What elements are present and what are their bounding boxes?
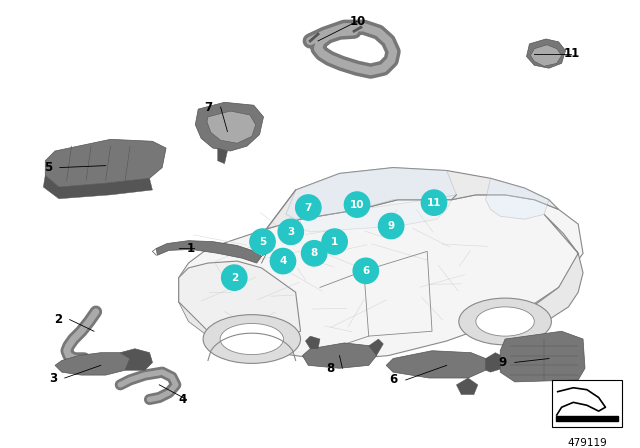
Polygon shape: [531, 45, 562, 66]
Ellipse shape: [220, 323, 284, 355]
Bar: [556, 416, 618, 421]
Polygon shape: [286, 168, 456, 219]
Polygon shape: [218, 148, 227, 164]
Polygon shape: [44, 175, 152, 199]
Polygon shape: [305, 336, 320, 349]
Polygon shape: [301, 200, 452, 232]
Text: 9: 9: [388, 221, 395, 231]
Circle shape: [378, 213, 404, 239]
Ellipse shape: [476, 307, 534, 336]
Text: 1: 1: [186, 242, 195, 255]
Text: 3: 3: [287, 227, 294, 237]
Polygon shape: [207, 111, 256, 143]
Polygon shape: [179, 195, 583, 361]
Text: 5: 5: [259, 237, 266, 246]
Circle shape: [353, 258, 378, 284]
Bar: [552, 380, 622, 426]
Polygon shape: [120, 349, 152, 370]
Text: 8: 8: [326, 362, 335, 375]
Circle shape: [250, 229, 275, 254]
Text: 2: 2: [230, 273, 238, 283]
Text: 6: 6: [390, 374, 398, 387]
Circle shape: [344, 192, 370, 217]
Circle shape: [301, 241, 327, 266]
Circle shape: [322, 229, 348, 254]
Polygon shape: [156, 241, 262, 263]
Ellipse shape: [203, 314, 301, 363]
Circle shape: [296, 195, 321, 220]
Text: 9: 9: [499, 356, 507, 369]
Ellipse shape: [459, 298, 552, 345]
Text: 1: 1: [331, 237, 338, 246]
Text: 4: 4: [179, 393, 187, 406]
Text: 8: 8: [310, 248, 318, 258]
Text: 11: 11: [564, 47, 580, 60]
Polygon shape: [45, 139, 166, 187]
Polygon shape: [486, 353, 505, 372]
Text: 11: 11: [427, 198, 441, 207]
Polygon shape: [486, 214, 583, 341]
Polygon shape: [456, 378, 478, 395]
Polygon shape: [527, 39, 566, 68]
Polygon shape: [486, 178, 549, 219]
Text: 479119: 479119: [567, 439, 607, 448]
Circle shape: [270, 249, 296, 274]
Polygon shape: [55, 353, 130, 375]
Text: 6: 6: [362, 266, 369, 276]
Text: 7: 7: [305, 202, 312, 212]
Text: 4: 4: [279, 256, 287, 266]
Polygon shape: [266, 168, 559, 229]
Text: 7: 7: [205, 101, 213, 114]
Polygon shape: [387, 351, 486, 378]
Text: 10: 10: [349, 15, 365, 28]
Circle shape: [221, 265, 247, 290]
Text: 5: 5: [44, 161, 52, 174]
Polygon shape: [179, 261, 301, 351]
Polygon shape: [303, 343, 376, 368]
Polygon shape: [369, 339, 383, 356]
Polygon shape: [195, 102, 264, 151]
Text: 10: 10: [350, 200, 364, 210]
Text: 3: 3: [49, 371, 57, 384]
Polygon shape: [179, 302, 262, 351]
Text: 2: 2: [54, 313, 62, 326]
Circle shape: [278, 219, 303, 245]
Polygon shape: [500, 331, 585, 382]
Circle shape: [421, 190, 447, 215]
